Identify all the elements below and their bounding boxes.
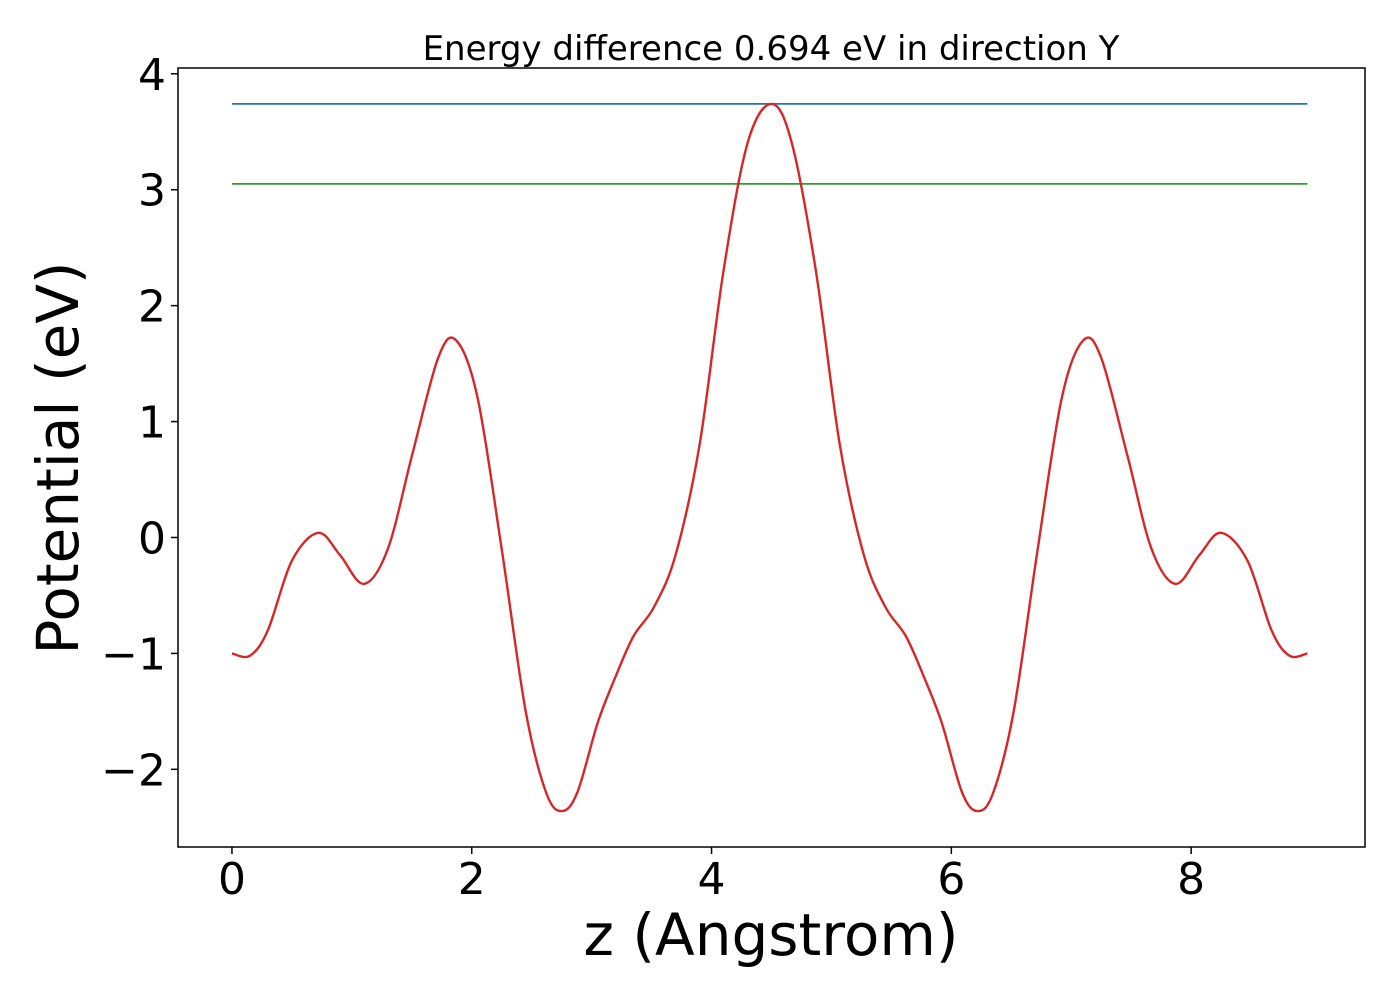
y-tick-label: 2: [138, 282, 166, 333]
x-axis: 0 2 4 6 8: [218, 847, 1205, 905]
plot-area-frame: [177, 67, 1366, 848]
y-tick-label: 1: [138, 398, 166, 449]
y-axis-label: Potential (eV): [24, 261, 92, 654]
x-tick-label: 6: [937, 854, 965, 905]
x-tick-label: 8: [1177, 854, 1205, 905]
x-tick-label: 4: [698, 854, 726, 905]
series-layer: [231, 102, 1308, 813]
y-tick-label: −2: [101, 745, 166, 796]
series-line-2: [231, 102, 1308, 813]
y-tick-label: 3: [138, 166, 166, 217]
y-axis: −2 −1 0 1 2 3 4: [101, 50, 178, 796]
x-tick-label: 2: [458, 854, 486, 905]
y-tick-label: 0: [138, 513, 166, 564]
x-axis-label: z (Angstrom): [584, 901, 959, 969]
chart-title: Energy difference 0.694 eV in direction …: [423, 29, 1120, 69]
x-tick-label: 0: [218, 854, 246, 905]
y-tick-label: 4: [138, 50, 166, 101]
y-tick-label: −1: [101, 629, 166, 680]
